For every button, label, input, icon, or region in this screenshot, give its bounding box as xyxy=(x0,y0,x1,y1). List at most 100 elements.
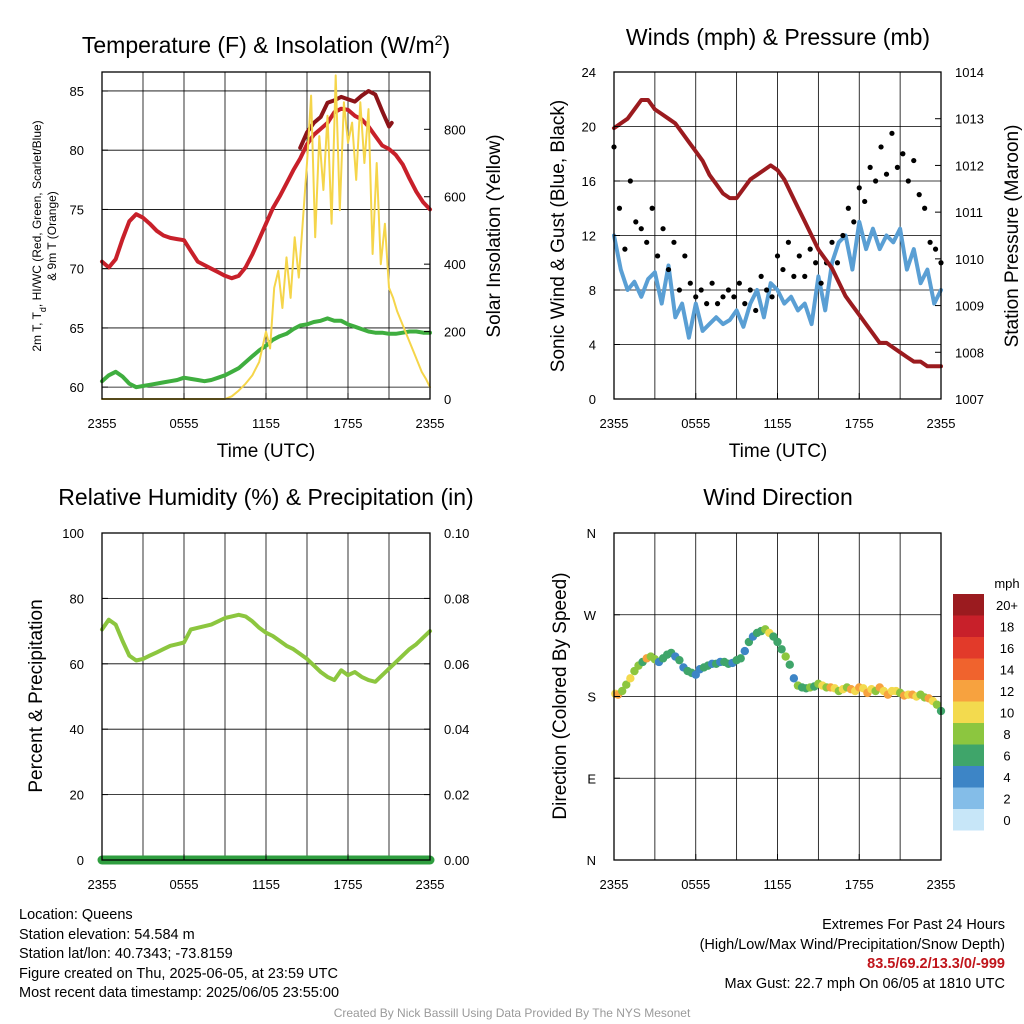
colorbar-swatch xyxy=(953,809,984,831)
y2-tick-label: 0.02 xyxy=(444,788,469,803)
created-text: Figure created on Thu, 2025-06-05, at 23… xyxy=(19,965,338,982)
direction-point xyxy=(777,645,786,654)
gust-point xyxy=(714,301,721,307)
gust-point xyxy=(709,280,715,286)
wind-direction-panel: Wind Direction 2355 0555 1155 1755 2355 N E S W N… xyxy=(550,484,1020,892)
y2-tick-label: 0.08 xyxy=(444,591,469,606)
y-tick-label: W xyxy=(584,608,597,623)
y-tick-label: N xyxy=(587,853,596,868)
direction-point xyxy=(932,700,942,709)
gust-point xyxy=(802,273,808,279)
gust-point xyxy=(796,253,802,259)
direction-point xyxy=(675,655,684,665)
gust-point xyxy=(894,164,901,170)
gust-point xyxy=(927,239,933,245)
humidity-y-label: Percent & Precipitation xyxy=(26,599,47,792)
colorbar-label: 10 xyxy=(1000,706,1014,721)
pressure-y-label: Station Pressure (Maroon) xyxy=(1002,125,1023,348)
colorbar-label: 12 xyxy=(1000,684,1014,699)
x-tick-label: 2355 xyxy=(600,877,629,892)
gust-point xyxy=(633,219,639,225)
y-tick-label: 0 xyxy=(77,853,84,868)
relative-humidity-line xyxy=(100,612,432,684)
x-tick-label: 2355 xyxy=(600,416,629,431)
y2-tick-label: 800 xyxy=(444,122,466,137)
y2-tick-label: 1014 xyxy=(955,65,984,80)
winds-grid xyxy=(614,72,941,399)
colorbar-label: 6 xyxy=(1003,749,1010,764)
y-tick-label: 100 xyxy=(62,526,84,541)
y2-tick-label: 1012 xyxy=(955,158,984,173)
gust-point xyxy=(774,253,781,259)
x-tick-label: 2355 xyxy=(927,416,956,431)
y-tick-label: 0 xyxy=(589,392,596,407)
temperature-series xyxy=(100,74,432,400)
gust-point xyxy=(698,287,704,293)
gust-point xyxy=(622,246,628,252)
gust-point xyxy=(676,287,683,293)
direction-point xyxy=(773,637,782,647)
colorbar-swatch xyxy=(953,744,984,766)
colorbar-swatch xyxy=(953,787,984,809)
y-tick-label: 20 xyxy=(582,120,596,135)
x-tick-label: 1155 xyxy=(252,416,280,431)
gust-point xyxy=(916,192,922,198)
y-tick-label: 12 xyxy=(582,229,596,244)
temperature-x-label: Time (UTC) xyxy=(217,441,316,462)
colorbar-swatch xyxy=(953,766,984,788)
temperature-y-label: 2m T, Td, HI/WC (Red, Green, Scarlet/Blu… xyxy=(30,120,48,351)
extremes-values: 83.5/69.2/13.3/0/-999 xyxy=(867,956,1005,972)
gust-point xyxy=(878,144,884,150)
x-tick-label: 0555 xyxy=(170,416,199,431)
gust-point xyxy=(655,253,661,259)
x-tick-label: 1155 xyxy=(252,877,280,892)
direction-point xyxy=(626,674,635,683)
gust-point xyxy=(638,226,644,232)
x-tick-label: 1755 xyxy=(845,416,874,431)
max-gust-text: Max Gust: 22.7 mph On 06/05 at 1810 UTC xyxy=(724,975,1005,992)
gust-point xyxy=(791,273,797,279)
gust-point xyxy=(753,307,759,314)
winds-series xyxy=(611,98,944,369)
wind-direction-y-label: Direction (Colored By Speed) xyxy=(550,572,571,819)
gust-point xyxy=(769,294,775,300)
temperature-panel: Temperature (F) & Insolation (W/m2) 2355… xyxy=(30,32,505,462)
gust-point xyxy=(747,287,753,293)
y-tick-label: 85 xyxy=(70,84,84,99)
y2-tick-label: 1013 xyxy=(955,112,984,127)
direction-point xyxy=(622,680,631,689)
colorbar-label: 8 xyxy=(1003,727,1010,742)
colorbar-swatch xyxy=(953,658,984,680)
gust-point xyxy=(932,246,939,252)
humidity-panel: Relative Humidity (%) & Precipitation (i… xyxy=(26,484,474,892)
y-tick-label: 75 xyxy=(70,202,84,217)
x-tick-label: 1755 xyxy=(845,877,874,892)
gust-point xyxy=(851,219,857,225)
x-tick-label: 0555 xyxy=(681,877,710,892)
y-tick-label: E xyxy=(587,771,596,786)
extremes-subheading: (High/Low/Max Wind/Precipitation/Snow De… xyxy=(699,936,1005,953)
gust-point xyxy=(889,130,895,136)
gust-point xyxy=(758,273,764,279)
gust-point xyxy=(644,239,650,245)
y-tick-label: N xyxy=(587,526,596,541)
colorbar-title: mph xyxy=(994,576,1019,591)
gust-point xyxy=(922,205,928,211)
elevation-text: Station elevation: 54.584 m xyxy=(19,926,195,943)
wind-direction-ticks: 2355 0555 1155 1755 2355 N E S W N xyxy=(584,526,956,892)
y-tick-label: 40 xyxy=(70,722,84,737)
gust-point xyxy=(627,178,633,184)
winds-x-label: Time (UTC) xyxy=(729,441,828,462)
y2-tick-label: 1007 xyxy=(955,392,984,407)
temperature-title: Temperature (F) & Insolation (W/m2) xyxy=(82,32,450,58)
direction-point xyxy=(789,674,799,683)
gust-point xyxy=(671,239,677,245)
y2-tick-label: 0.10 xyxy=(444,526,469,541)
x-tick-label: 1155 xyxy=(764,877,792,892)
y-tick-label: 60 xyxy=(70,657,84,672)
colorbar-label: 4 xyxy=(1003,770,1010,785)
gust-point xyxy=(845,205,851,211)
colorbar-swatch xyxy=(953,680,984,702)
y-tick-label: 70 xyxy=(70,262,84,277)
y-tick-label: 8 xyxy=(589,283,596,298)
